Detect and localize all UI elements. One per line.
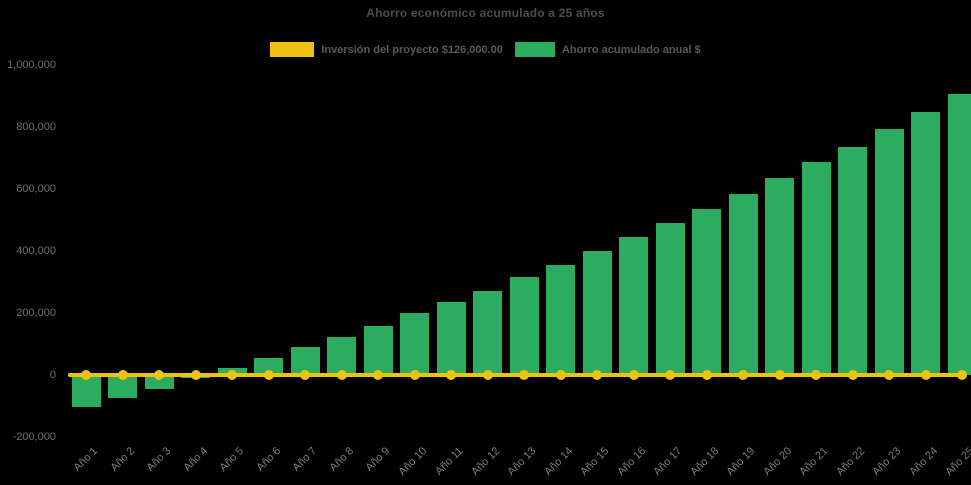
- x-axis-label: Año 20: [760, 445, 794, 479]
- legend-swatch-icon: [514, 42, 555, 57]
- x-axis-label: Año 18: [687, 445, 721, 479]
- investment-line-marker: [263, 370, 274, 380]
- x-axis-label: Año 10: [395, 445, 429, 479]
- investment-line-marker: [957, 370, 967, 380]
- investment-line-marker: [190, 370, 201, 380]
- investment-line-marker: [555, 370, 566, 380]
- bar-ahorro-año-8: [327, 337, 356, 375]
- investment-line-marker: [300, 370, 310, 380]
- x-axis-label: Año 11: [432, 445, 466, 478]
- x-axis-label: Año 14: [541, 445, 575, 479]
- x-axis-label: Año 22: [833, 445, 867, 479]
- bar-ahorro-año-22: [838, 146, 867, 375]
- x-axis-label: Año 13: [505, 445, 539, 479]
- investment-line-marker: [774, 370, 785, 380]
- investment-line-marker: [592, 370, 602, 380]
- chart-title: Ahorro económico acumulado a 25 años: [366, 6, 605, 20]
- bar-ahorro-año-19: [728, 193, 758, 375]
- x-axis-label: Año 12: [468, 445, 502, 479]
- bar-ahorro-año-24: [911, 112, 940, 375]
- bar-ahorro-año-18: [692, 209, 721, 375]
- bar-ahorro-año-21: [801, 161, 831, 375]
- bar-ahorro-año-12: [473, 290, 502, 375]
- x-axis-label: Año 17: [651, 445, 685, 479]
- investment-line-marker: [154, 370, 164, 380]
- investment-line-marker: [482, 370, 493, 380]
- investment-line-marker: [519, 370, 529, 380]
- bar-ahorro-año-10: [400, 313, 429, 375]
- investment-line-marker: [227, 370, 237, 380]
- bar-ahorro-año-3: [144, 375, 174, 389]
- investment-line-marker: [920, 370, 931, 380]
- x-axis-label: Año 24: [906, 445, 940, 479]
- investment-line-marker: [811, 370, 821, 380]
- x-axis-label: Año 1: [71, 445, 101, 474]
- bar-ahorro-año-2: [108, 375, 137, 399]
- investment-line-marker: [336, 370, 347, 380]
- legend-swatch-icon: [270, 42, 315, 57]
- x-axis-label: Año 2: [108, 445, 137, 474]
- bar-ahorro-año-25: [947, 94, 971, 375]
- bar-ahorro-año-20: [765, 178, 794, 375]
- x-axis-label: Año 7: [290, 445, 320, 474]
- legend-label: Inversión del proyecto $126,000.00: [321, 43, 503, 56]
- x-axis-label: Año 15: [578, 445, 612, 479]
- investment-line-marker: [409, 370, 420, 380]
- x-axis-label: Año 16: [614, 445, 648, 479]
- x-axis-label: Año 6: [254, 445, 283, 474]
- legend-item: Ahorro acumulado anual $: [514, 42, 701, 57]
- y-axis-label: 600,000: [16, 182, 56, 195]
- bar-ahorro-año-9: [363, 326, 393, 375]
- investment-line-marker: [847, 370, 858, 380]
- x-axis-label: Año 19: [724, 445, 758, 479]
- legend: Inversión del proyecto $126,000.00 Ahorro…: [0, 42, 971, 57]
- bar-ahorro-año-17: [655, 222, 685, 375]
- x-axis-label: Año 25: [943, 445, 971, 479]
- y-axis-label: 800,000: [16, 120, 56, 133]
- y-axis-label: 200,000: [16, 306, 56, 319]
- bar-ahorro-año-1: [71, 375, 101, 407]
- investment-line-marker: [117, 370, 128, 380]
- y-axis-label: 400,000: [16, 244, 56, 257]
- bar-ahorro-año-16: [619, 237, 648, 375]
- bar-ahorro-año-6: [254, 358, 283, 375]
- investment-line-marker: [81, 370, 91, 380]
- bar-ahorro-año-15: [582, 251, 612, 375]
- y-axis-label: 0: [49, 368, 56, 381]
- legend-label: Ahorro acumulado anual $: [561, 43, 701, 56]
- investment-line-marker: [665, 370, 675, 380]
- investment-line-marker: [738, 370, 748, 380]
- x-axis-label: Año 21: [797, 445, 831, 479]
- x-axis-label: Año 9: [363, 445, 393, 474]
- investment-line: [68, 373, 962, 377]
- x-axis-label: Año 5: [217, 445, 247, 474]
- x-axis-label: Año 8: [327, 445, 356, 474]
- investment-line-marker: [701, 370, 712, 380]
- bar-ahorro-año-23: [874, 129, 904, 375]
- legend-item: Inversión del proyecto $126,000.00: [270, 42, 503, 57]
- investment-line-marker: [884, 370, 894, 380]
- x-axis-label: Año 3: [144, 445, 174, 474]
- bar-ahorro-año-14: [546, 264, 575, 375]
- y-axis-label: -200,000: [12, 430, 56, 443]
- bar-ahorro-año-11: [436, 301, 466, 375]
- investment-line-marker: [628, 370, 639, 380]
- y-axis-label: 1,000,000: [7, 58, 56, 71]
- bar-ahorro-año-13: [509, 277, 539, 375]
- investment-line-marker: [373, 370, 383, 380]
- x-axis-label: Año 23: [870, 445, 904, 479]
- investment-line-marker: [446, 370, 456, 380]
- x-axis-label: Año 4: [181, 445, 210, 474]
